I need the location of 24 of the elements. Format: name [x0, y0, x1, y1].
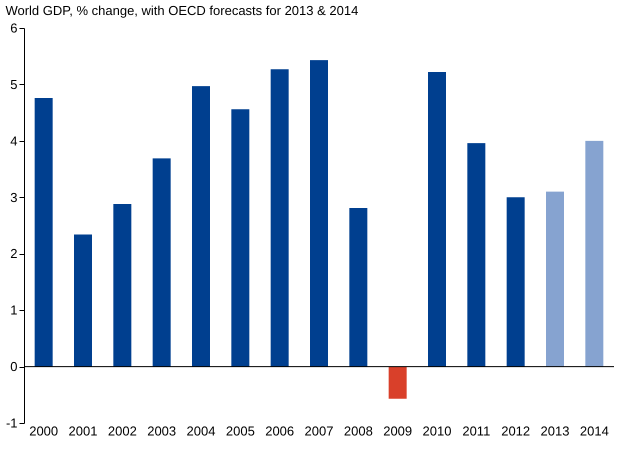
y-tick-label: 3	[10, 190, 18, 205]
x-tick-label: 2008	[344, 424, 373, 438]
chart-title: World GDP, % change, with OECD forecasts for 2013 & 2014	[5, 3, 358, 18]
x-tick-label: 2004	[186, 424, 216, 438]
y-tick-label: 1	[10, 302, 18, 318]
y-tick-label: 5	[10, 76, 18, 92]
x-tick-label: 2005	[226, 424, 255, 438]
y-tick-label: -1	[6, 416, 18, 430]
x-tick-label: 2011	[462, 424, 490, 438]
x-tick-label: 2007	[304, 424, 334, 438]
x-tick-label: 2001	[68, 424, 98, 438]
x-tick-label: 2006	[265, 424, 294, 438]
x-tick-label: 2002	[108, 424, 137, 438]
x-tick-label: 2003	[147, 424, 176, 438]
x-tick-label: 2000	[29, 424, 58, 438]
x-tick-label: 2014	[580, 424, 609, 438]
x-tick-label: 2013	[540, 424, 570, 438]
y-tick-label: 0	[10, 359, 18, 374]
x-tick-label: 2012	[501, 424, 530, 438]
x-tick-label: 2009	[383, 424, 412, 438]
y-tick-label: 6	[10, 20, 18, 36]
x-tick-label: 2010	[422, 424, 452, 438]
y-tick-label: 2	[10, 246, 18, 262]
y-tick-label: 4	[10, 133, 18, 148]
